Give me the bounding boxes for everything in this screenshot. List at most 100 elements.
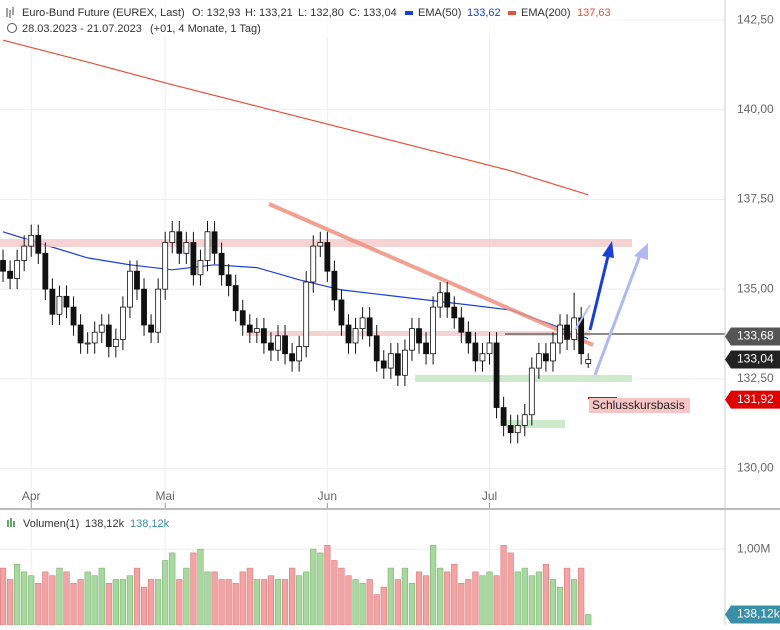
volume-bar [91,575,98,626]
price-marker [725,390,780,409]
candle-body [275,335,281,351]
volume-bar [317,552,324,626]
volume-bar [211,571,218,626]
volume-bar [84,571,91,626]
volume-bar [162,560,169,626]
volume-bar [542,564,550,626]
volume-bar [549,579,557,626]
candle-body [232,285,239,312]
volume-bar [422,575,430,626]
volume-bar [176,579,183,626]
y-tick-label: 132,50 [737,371,774,385]
volume-bar [133,567,141,626]
volume-bar [119,579,126,626]
volume-bar [486,571,493,626]
volume-bar [232,582,239,626]
volume-bar [140,586,148,626]
date-range: 28.03.2023 - 21.07.2023 [22,23,142,35]
candle-body [239,310,246,326]
volume-bar [260,579,267,626]
candle-body [42,252,49,290]
volume-bar [155,579,162,626]
volume-bar [239,571,246,626]
candle-body [211,231,218,254]
candle-body [550,342,556,362]
volume-bar [493,575,500,626]
volume-bar [380,586,387,626]
volume-bar [451,564,458,626]
annotation-box [589,398,690,413]
candle-body [282,335,288,355]
candle-body [465,331,472,344]
candle-body [409,328,415,351]
candle-body [7,270,13,279]
candle-body [253,328,260,333]
candle-body [21,245,28,261]
volume-bar [42,571,49,626]
candle-body [331,270,338,301]
resistance-zone [0,239,632,247]
candle-body [218,252,225,276]
bars-icon [6,7,14,18]
candle-body [268,342,274,351]
candle-body [359,317,366,330]
arrow [593,249,644,376]
candle-body [458,317,465,333]
volume-value: 138,12k [130,518,170,530]
volume-bar [500,545,507,626]
candle-body [345,324,352,344]
candle-body [479,353,486,362]
candle-body [246,324,253,333]
volume-bar [458,582,465,626]
y-tick-label: 1,00M [737,541,770,555]
candle-body [148,324,154,333]
volume-bar [281,579,289,626]
candle-body [35,234,42,254]
volume-bar [246,567,253,626]
candle-body [84,342,91,345]
legend-value: 137,63 [577,7,611,19]
candle-body [134,270,140,290]
candle-body [507,425,514,434]
candle-body [112,338,119,347]
candle-body [528,367,535,416]
volume-bar [190,552,197,626]
volume-value: 138,12k [85,518,125,530]
candle-body [437,292,444,308]
volume-icon [7,518,15,527]
legend-value: 133,62 [467,7,501,19]
volume-bar [197,548,204,626]
volume-bar [430,545,437,626]
volume-bar [556,586,564,626]
candle-body [310,245,317,283]
volume-bar [126,575,134,626]
volume-bar [310,548,317,626]
price-marker-label: 133,04 [737,352,774,366]
candle-body [141,288,147,326]
candle-body [14,260,21,279]
y-tick-label: 140,00 [737,102,774,116]
arrow [574,304,591,331]
price-marker [725,350,780,369]
volume-bar [77,579,84,626]
volume-bar [56,567,63,626]
ema-line [2,231,589,340]
candle-body [387,353,394,369]
ema-line [2,39,589,196]
volume-title: Volumen(1) [23,518,79,530]
candle-body [0,260,6,272]
volume-bar [437,567,444,626]
price-marker [725,327,780,346]
volume-bar [472,571,479,626]
candle-body [472,342,479,362]
ohlc: L: 132,80 [298,7,344,19]
candle-body [127,270,133,308]
volume-bar [563,567,571,626]
volume-bar [296,575,303,626]
legend-label: EMA(50) [418,7,461,19]
volume-bar [571,579,578,626]
volume-bar [401,567,409,626]
candle-body [373,335,380,362]
volume-bar [444,571,451,626]
candle-body [162,242,169,290]
